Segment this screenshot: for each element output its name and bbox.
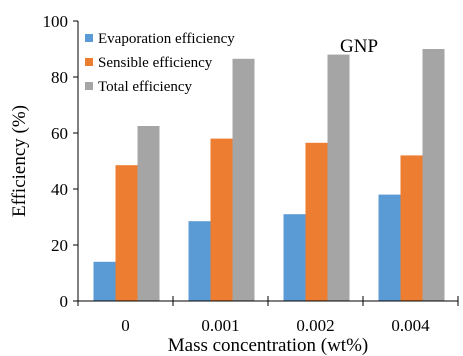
legend-label: Sensible efficiency xyxy=(98,55,213,71)
chart-annotation: GNP xyxy=(340,36,378,57)
legend-swatch xyxy=(85,82,93,90)
x-tick-label: 0 xyxy=(121,316,130,335)
y-tick-label: 0 xyxy=(60,292,69,311)
bar-evaporation-efficiency-0_001 xyxy=(188,221,211,301)
bar-evaporation-efficiency-0_004 xyxy=(378,194,401,301)
x-axis-label: Mass concentration (wt%) xyxy=(168,335,369,356)
bar-total-efficiency-0 xyxy=(137,126,160,301)
legend: Evaporation efficiency Sensible efficienc… xyxy=(85,31,235,95)
y-ticks-group: 0 20 40 60 80 100 xyxy=(43,12,78,311)
x-tick-label: 0.004 xyxy=(391,316,430,335)
bar-sensible-efficiency-0 xyxy=(115,165,138,301)
y-tick-label: 100 xyxy=(43,12,69,31)
bar-sensible-efficiency-0_001 xyxy=(210,138,233,301)
legend-swatch xyxy=(85,34,93,42)
x-tick-label: 0.002 xyxy=(296,316,334,335)
y-tick-label: 20 xyxy=(51,236,68,255)
bar-total-efficiency-0_004 xyxy=(422,49,445,301)
bar-sensible-efficiency-0_004 xyxy=(400,155,423,301)
y-tick-label: 60 xyxy=(51,124,68,143)
x-tick-label: 0.001 xyxy=(201,316,239,335)
bar-evaporation-efficiency-0 xyxy=(93,261,116,301)
legend-swatch xyxy=(85,58,93,66)
y-tick-label: 80 xyxy=(51,68,68,87)
bars-group xyxy=(93,49,445,301)
bar-total-efficiency-0_002 xyxy=(327,54,350,301)
bar-evaporation-efficiency-0_002 xyxy=(283,214,306,301)
y-tick-label: 40 xyxy=(51,180,68,199)
bar-total-efficiency-0_001 xyxy=(232,58,255,301)
legend-label: Evaporation efficiency xyxy=(98,31,235,47)
bar-sensible-efficiency-0_002 xyxy=(305,142,328,301)
legend-label: Total efficiency xyxy=(98,79,193,95)
y-axis-label: Efficiency (%) xyxy=(9,105,30,217)
x-ticks-group: 0 0.001 0.002 0.004 xyxy=(77,296,459,335)
